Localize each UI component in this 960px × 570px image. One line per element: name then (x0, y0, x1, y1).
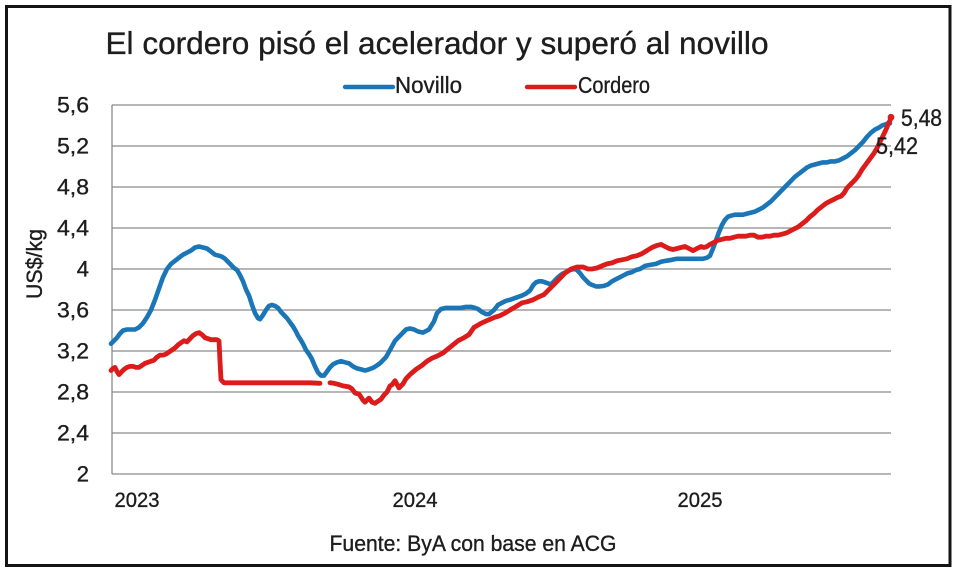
svg-text:3,6: 3,6 (57, 298, 89, 323)
svg-text:2,8: 2,8 (57, 380, 89, 405)
svg-text:Novillo: Novillo (395, 72, 462, 98)
svg-text:2: 2 (77, 462, 89, 487)
svg-text:4,8: 4,8 (57, 175, 89, 200)
svg-text:5,2: 5,2 (57, 134, 89, 159)
svg-text:US$/kg: US$/kg (22, 229, 47, 299)
svg-text:4,4: 4,4 (57, 216, 89, 241)
svg-text:2,4: 2,4 (57, 421, 89, 446)
svg-text:2023: 2023 (115, 488, 160, 512)
svg-text:5,42: 5,42 (876, 133, 918, 160)
svg-text:Cordero: Cordero (578, 72, 650, 98)
svg-text:Fuente: ByA con base en ACG: Fuente: ByA con base en ACG (330, 531, 617, 556)
svg-text:3,2: 3,2 (57, 339, 89, 364)
svg-text:5,48: 5,48 (901, 105, 942, 132)
svg-text:4: 4 (77, 257, 89, 282)
svg-text:2024: 2024 (393, 488, 438, 512)
svg-text:2025: 2025 (678, 488, 723, 512)
svg-text:5,6: 5,6 (57, 93, 89, 118)
svg-text:El cordero pisó el acelerador: El cordero pisó el acelerador y superó a… (106, 25, 769, 61)
